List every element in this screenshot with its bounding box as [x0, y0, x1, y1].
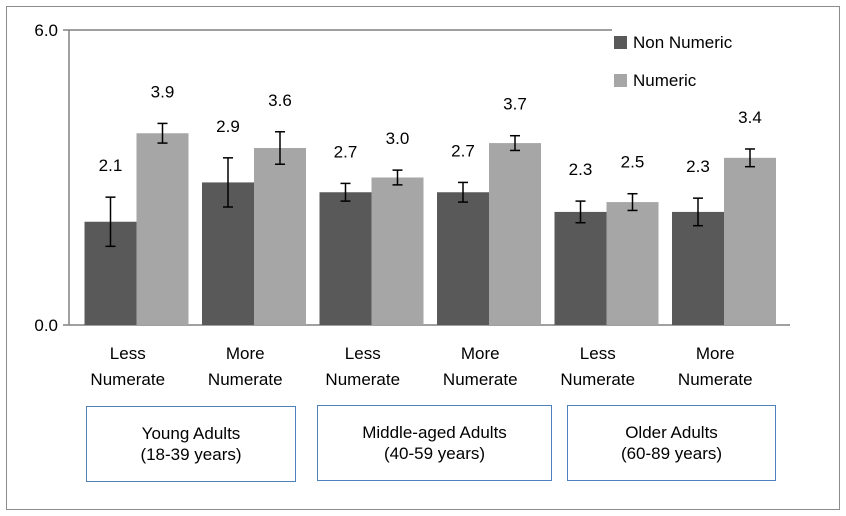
legend-label-non-numeric: Non Numeric: [633, 33, 733, 52]
group-title: Young Adults: [141, 423, 241, 443]
group-age-range: (40-59 years): [383, 444, 486, 463]
bar-non-numeric: [319, 192, 372, 325]
data-label-numeric: 3.6: [268, 91, 292, 110]
data-label-non-numeric: 2.3: [686, 157, 710, 176]
data-label-numeric: 3.9: [151, 82, 175, 101]
data-label-non-numeric: 2.1: [99, 156, 123, 175]
bar-non-numeric: [672, 211, 724, 325]
data-label-non-numeric: 2.7: [334, 142, 358, 161]
bar-numeric: [136, 133, 189, 325]
bar-non-numeric: [554, 211, 607, 325]
x-tick-label: More: [226, 344, 265, 363]
data-label-non-numeric: 2.7: [451, 141, 475, 160]
bar-numeric: [606, 202, 659, 325]
group-age-range: (60-89 years): [620, 444, 723, 463]
bar-numeric: [371, 177, 424, 325]
data-label-numeric: 3.4: [738, 108, 762, 127]
group-title: Middle-aged Adults: [362, 422, 507, 442]
x-tick-label: Numerate: [90, 370, 165, 389]
data-label-numeric: 3.7: [503, 95, 527, 114]
x-tick-label: Numerate: [443, 370, 518, 389]
y-tick-label-max: 6.0: [34, 21, 58, 40]
y-tick-label-min: 0.0: [34, 316, 58, 335]
x-tick-label: Numerate: [678, 370, 753, 389]
x-tick-label: Less: [580, 344, 616, 363]
x-tick-label: Numerate: [560, 370, 635, 389]
x-tick-label: Numerate: [208, 370, 283, 389]
data-label-non-numeric: 2.3: [569, 160, 593, 179]
x-tick-label: More: [461, 344, 500, 363]
bars-layer: 2.1 3.9 2.9 3.6 2.7 3.0 2.7 3.7 2.3 2.5 2.3 3.4: [84, 82, 776, 325]
group-age-range: (18-39 years): [140, 445, 242, 464]
bar-numeric: [254, 148, 306, 325]
x-labels-layer: Less Numerate More Numerate Less Numerate More…: [90, 344, 752, 389]
data-label-numeric: 2.5: [621, 153, 645, 172]
legend-swatch-numeric: [614, 74, 627, 87]
bar-numeric: [724, 157, 776, 325]
bar-non-numeric: [437, 192, 489, 325]
group-box-young-adults: Young Adults (18-39 years): [86, 406, 296, 482]
x-tick-label: More: [696, 344, 735, 363]
x-tick-label: Less: [110, 344, 146, 363]
group-title: Older Adults: [625, 422, 718, 442]
legend: Non Numeric Numeric: [614, 33, 733, 90]
data-label-non-numeric: 2.9: [216, 117, 240, 136]
x-tick-label: Less: [345, 344, 381, 363]
group-box-older-adults: Older Adults (60-89 years): [567, 405, 776, 481]
bar-numeric: [489, 143, 541, 325]
group-box-middle-aged-adults: Middle-aged Adults (40-59 years): [317, 405, 552, 481]
legend-swatch-non-numeric: [614, 36, 627, 49]
x-tick-label: Numerate: [325, 370, 400, 389]
data-label-numeric: 3.0: [386, 129, 410, 148]
legend-label-numeric: Numeric: [633, 71, 697, 90]
